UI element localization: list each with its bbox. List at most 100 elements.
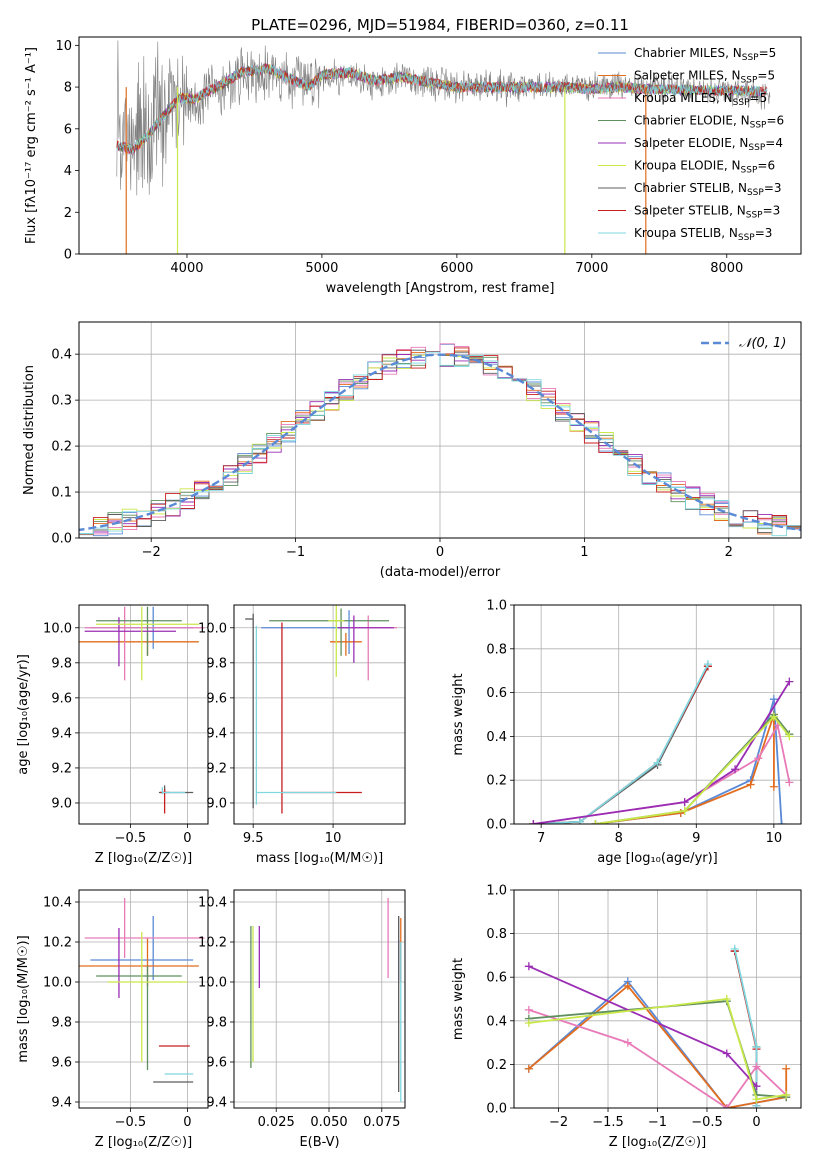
- y-tick-label: 9.4: [206, 726, 227, 741]
- panel-z-mass: −0.5 0 9.4 9.6 9.8 10.0 10.2 10.4 Z [log₁₀(Z/Z☉)…: [16, 889, 209, 1150]
- x-tick-label: 0: [183, 1115, 191, 1130]
- y-tick-label: 10.0: [198, 621, 227, 636]
- plot-area: [79, 606, 205, 814]
- series-line: [533, 681, 791, 824]
- series-line: [533, 663, 709, 824]
- data-point: [746, 780, 755, 789]
- axes-frame: [78, 889, 209, 1109]
- series-line: [595, 715, 791, 824]
- data-point: [529, 820, 538, 824]
- x-axis-label: wavelength [Angstrom, rest frame]: [326, 281, 555, 296]
- x-tick-label: −2: [549, 1115, 568, 1130]
- axes-frame: [233, 889, 406, 1109]
- plot-area: [79, 343, 801, 537]
- x-tick-label: 0: [183, 831, 191, 846]
- x-tick-label: 7000: [575, 261, 608, 276]
- y-tick-label: 0.0: [51, 532, 72, 547]
- y-tick-label: 0.4: [486, 1014, 507, 1029]
- data-point: [703, 660, 712, 669]
- series-line: [533, 665, 709, 824]
- y-tick-label: 0.4: [51, 348, 72, 363]
- residual-histogram: [79, 351, 801, 537]
- data-point: [785, 778, 794, 787]
- x-tick-label: 0.050: [310, 1115, 347, 1130]
- x-axis-label: (data-model)/error: [380, 565, 501, 580]
- y-axis-label: mass weight: [451, 673, 466, 755]
- y-tick-label: 0.8: [486, 642, 507, 657]
- data-point: [524, 962, 533, 971]
- y-tick-label: 0.0: [486, 1102, 507, 1117]
- axes-frame: [78, 36, 802, 255]
- y-tick-label: 0.2: [51, 440, 72, 455]
- panel-mass-age: 9.5 10 9.0 9.2 9.4 9.6 9.8 10.0 mass [log₁₀(M/M☉…: [198, 604, 406, 866]
- y-tick-label: 10.0: [43, 976, 72, 991]
- data-point: [769, 712, 778, 721]
- x-tick-label: 10: [325, 831, 342, 846]
- panel-spectrum: Chabrier MILES, NSSP=5 Salpeter MILES, NS…: [24, 16, 802, 296]
- x-tick-label: 0.075: [363, 1115, 400, 1130]
- y-tick-label: 2: [64, 206, 72, 221]
- legend-entry: 𝒩(0, 1): [739, 336, 786, 351]
- y-axis-label: age [log₁₀(age/yr)]: [16, 654, 31, 775]
- data-point: [722, 1049, 731, 1058]
- plot-area: [79, 898, 205, 1083]
- y-tick-label: 4: [64, 164, 72, 179]
- y-tick-label: 9.0: [51, 796, 72, 811]
- x-tick-label: 9: [692, 831, 700, 846]
- data-point: [769, 782, 778, 791]
- data-point: [722, 995, 731, 1003]
- data-point: [524, 1064, 533, 1073]
- y-axis-label: mass [log₁₀(M/M☉)]: [16, 935, 31, 1062]
- data-point: [680, 798, 689, 807]
- data-point: [782, 1090, 791, 1099]
- data-point: [524, 1005, 533, 1014]
- panel-z-age: −0.5 0 9.0 9.2 9.4 9.6 9.8 10.0 Z [log₁₀(Z/Z☉)] a…: [16, 604, 209, 866]
- y-tick-label: 9.6: [51, 1056, 72, 1071]
- plot-area: [245, 605, 398, 814]
- x-tick-label: −0.5: [115, 831, 147, 846]
- y-tick-label: 9.4: [51, 1096, 72, 1111]
- data-point: [752, 1095, 761, 1104]
- panel-z-massweight: −2 −1.5 −1 −0.5 0 0.0 0.2 0.4 0.6 0.8 1.0 Z [log₁₀(…: [451, 884, 802, 1150]
- model-spectrum: [116, 64, 768, 155]
- x-tick-label: 1: [580, 545, 588, 560]
- data-point: [623, 981, 632, 990]
- y-tick-label: 10.0: [43, 621, 72, 636]
- y-tick-label: 0: [64, 248, 72, 263]
- y-axis-label: mass weight: [451, 958, 466, 1040]
- legend-entry: Salpeter ELODIE, NSSP=4: [634, 136, 783, 153]
- legend-entry: Kroupa ELODIE, NSSP=6: [634, 159, 775, 176]
- axes-frame: [78, 604, 209, 825]
- y-axis-label: Normed distribution: [22, 365, 37, 495]
- y-tick-label: 10.2: [43, 936, 72, 951]
- y-tick-label: 1.0: [486, 884, 507, 899]
- series-line: [528, 998, 787, 1101]
- data-point: [730, 944, 739, 953]
- x-tick-label: 9.5: [243, 831, 264, 846]
- data-point: [524, 1018, 533, 1027]
- y-axis-label: Flux [fλ10⁻¹⁷ erg cm⁻² s⁻¹ A⁻¹]: [24, 47, 39, 244]
- data-point: [722, 1104, 731, 1108]
- normal-curve: [79, 353, 801, 532]
- x-tick-label: 6000: [440, 261, 473, 276]
- data-point: [752, 1042, 761, 1051]
- plot-area: [529, 660, 794, 824]
- data-point: [731, 765, 740, 774]
- x-tick-label: −0.5: [691, 1115, 723, 1130]
- x-tick-label: 2: [725, 545, 733, 560]
- y-tick-label: 9.8: [206, 656, 227, 671]
- data-point: [591, 820, 600, 824]
- data-point: [653, 758, 662, 767]
- x-tick-label: −1: [286, 545, 305, 560]
- panel-residuals: 𝒩(0, 1) −2 −1 0 1 2 0.0 0.1 0.2 0.3 0.4 (data-model…: [22, 321, 802, 580]
- legend-entry: Chabrier STELIB, NSSP=3: [634, 181, 782, 198]
- y-tick-label: 0.2: [486, 774, 507, 789]
- data-point: [623, 1038, 632, 1047]
- legend-entry: Chabrier MILES, NSSP=5: [634, 46, 776, 63]
- x-tick-label: −1.5: [592, 1115, 624, 1130]
- y-tick-label: 0.0: [486, 818, 507, 833]
- y-tick-label: 9.8: [206, 1016, 227, 1031]
- legend-entry: Salpeter MILES, NSSP=5: [634, 69, 775, 86]
- plot-area: [524, 944, 791, 1108]
